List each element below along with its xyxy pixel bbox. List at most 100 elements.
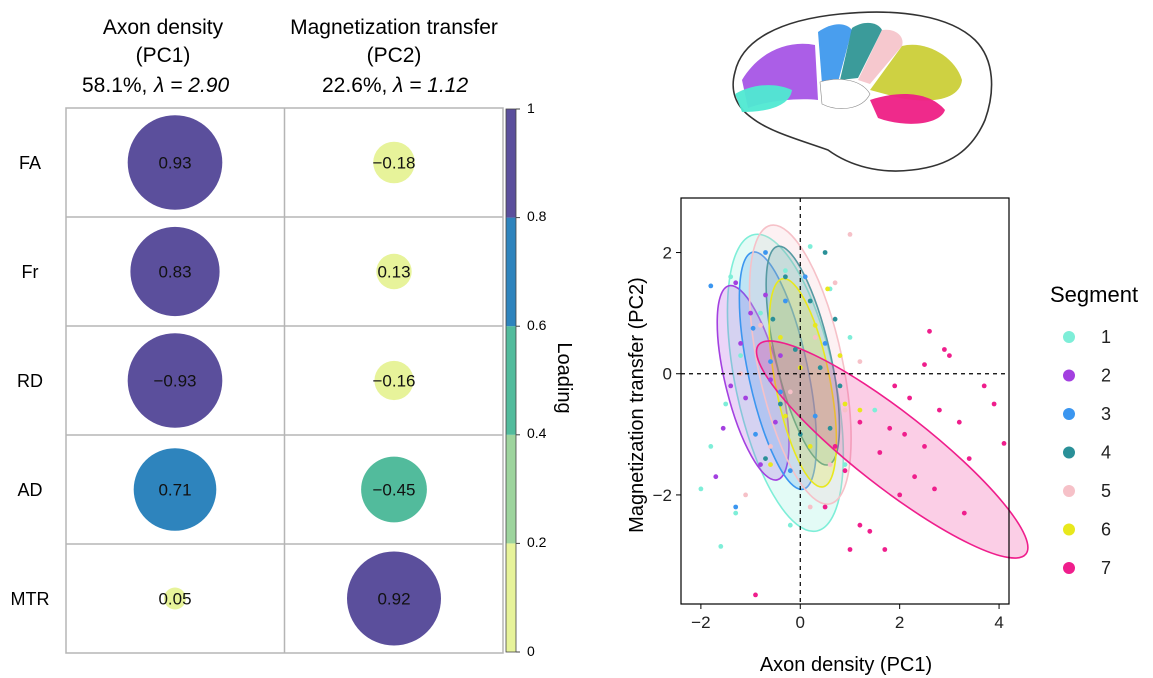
loading-value-label: 0.71 xyxy=(158,481,191,500)
y-tick-label: 0 xyxy=(663,365,672,384)
legend-swatch xyxy=(1063,562,1075,574)
scatter-point xyxy=(825,286,830,292)
scatter-point xyxy=(783,298,788,304)
row-label-mtr: MTR xyxy=(11,589,50,609)
scatter-point xyxy=(822,504,828,510)
tract-segment xyxy=(870,44,962,101)
scatter-point xyxy=(827,425,833,431)
scatter-point xyxy=(753,431,758,437)
legend-title: Segment xyxy=(1050,282,1138,307)
scatter-point xyxy=(837,383,843,389)
scatter-point xyxy=(937,407,942,413)
scatter-point xyxy=(842,468,848,474)
column-variance: 58.1%, xyxy=(82,74,147,97)
row-label-fr: Fr xyxy=(22,262,39,282)
colorbar-tick-label: 0.8 xyxy=(527,208,547,224)
legend-label: 6 xyxy=(1101,520,1111,540)
scatter-point xyxy=(842,462,848,467)
scatter-point xyxy=(763,250,768,255)
scatter-point xyxy=(827,462,833,467)
loading-circle xyxy=(127,115,223,210)
scatter-point xyxy=(708,283,714,289)
scatter-point xyxy=(723,401,729,407)
scatter-point xyxy=(842,401,848,407)
scatter-point xyxy=(698,486,704,492)
scatter-point xyxy=(797,431,803,437)
legend-label: 7 xyxy=(1101,558,1111,578)
colorbar-title: Loading xyxy=(553,342,575,413)
legend-label: 1 xyxy=(1101,327,1111,347)
y-axis-label: Magnetization transfer (PC2) xyxy=(626,277,648,533)
scatter-point xyxy=(812,413,818,419)
colorbar-bin xyxy=(506,217,516,327)
colorbar-bin xyxy=(506,109,516,218)
scatter-point xyxy=(847,335,853,340)
loading-value-label: 0.93 xyxy=(158,154,191,173)
legend-swatch xyxy=(1063,369,1075,382)
scatter-point xyxy=(768,359,773,364)
x-tick-label: 0 xyxy=(796,613,805,632)
scatter-point xyxy=(758,462,763,467)
scatter-point xyxy=(770,316,776,322)
scatter-point xyxy=(956,419,962,425)
plot-frame xyxy=(680,197,1010,605)
legend-swatch xyxy=(1063,446,1075,459)
scatter-point xyxy=(787,468,793,474)
row-label-ad: AD xyxy=(17,480,42,500)
tract-segment xyxy=(735,85,792,112)
scatter-point xyxy=(981,383,987,389)
x-tick-label: −2 xyxy=(691,613,710,632)
loading-value-label: −0.93 xyxy=(153,372,196,391)
pca-scatter-panel: −2 0 2 4 −2 0 2 Axon density (PC1) Magnetizat… xyxy=(626,197,1138,676)
scatter-point xyxy=(708,444,714,449)
loading-circle xyxy=(347,551,441,646)
scatter-point xyxy=(768,462,773,467)
scatter-point xyxy=(991,401,997,407)
scatter-point xyxy=(768,444,773,449)
scatter-point xyxy=(763,456,768,461)
loading-circle xyxy=(361,456,427,523)
loading-value-label: −0.45 xyxy=(372,481,415,500)
scatter-point xyxy=(773,419,778,425)
row-labels: FA Fr RD AD MTR xyxy=(11,153,50,609)
legend-swatch xyxy=(1063,523,1075,536)
scatter-point xyxy=(882,547,888,552)
legend-swatch xyxy=(1063,331,1075,343)
scatter-point xyxy=(857,522,863,528)
scatter-point xyxy=(847,547,853,552)
colorbar xyxy=(505,108,520,653)
scatter-point xyxy=(748,310,753,316)
colorbar-bin xyxy=(506,543,516,652)
scatter-point xyxy=(763,292,768,298)
scatter-point xyxy=(892,383,898,389)
column-header-pc2: Magnetization transfer (PC2) 22.6%, λ = … xyxy=(290,16,498,97)
tract-segment xyxy=(818,24,852,84)
column-eigenvalue: λ = 2.90 xyxy=(153,74,229,97)
scatter-point xyxy=(942,347,947,352)
loading-circle xyxy=(373,141,415,184)
colorbar-ticks: 0 0.2 0.4 0.6 0.8 1 xyxy=(527,100,547,659)
scatter-point xyxy=(932,486,937,492)
scatter-point xyxy=(750,325,756,331)
scatter-point xyxy=(720,425,726,431)
colorbar-tick-label: 1 xyxy=(527,100,535,116)
brain-tract-illustration xyxy=(732,11,993,172)
legend: Segment 1 2 3 4 5 6 7 xyxy=(1050,282,1138,578)
scatter-point xyxy=(753,592,758,598)
scatter-point xyxy=(947,353,952,358)
scatter-point xyxy=(743,395,748,401)
scatter-point xyxy=(902,431,907,437)
column-variance: 22.6%, xyxy=(322,74,387,97)
scatter-point xyxy=(812,322,818,328)
scatter-point xyxy=(807,298,813,304)
reference-lines xyxy=(681,198,1009,604)
column-title: Magnetization transfer xyxy=(290,16,498,39)
tract-segment xyxy=(858,29,903,85)
scatter-point xyxy=(867,528,873,534)
scatter-point xyxy=(778,401,783,407)
x-axis-label: Axon density (PC1) xyxy=(760,654,932,676)
legend-items: 1 2 3 4 5 6 7 xyxy=(1063,327,1111,578)
colorbar-tick-label: 0.2 xyxy=(527,534,547,550)
legend-label: 3 xyxy=(1101,404,1111,424)
scatter-point xyxy=(857,407,863,413)
